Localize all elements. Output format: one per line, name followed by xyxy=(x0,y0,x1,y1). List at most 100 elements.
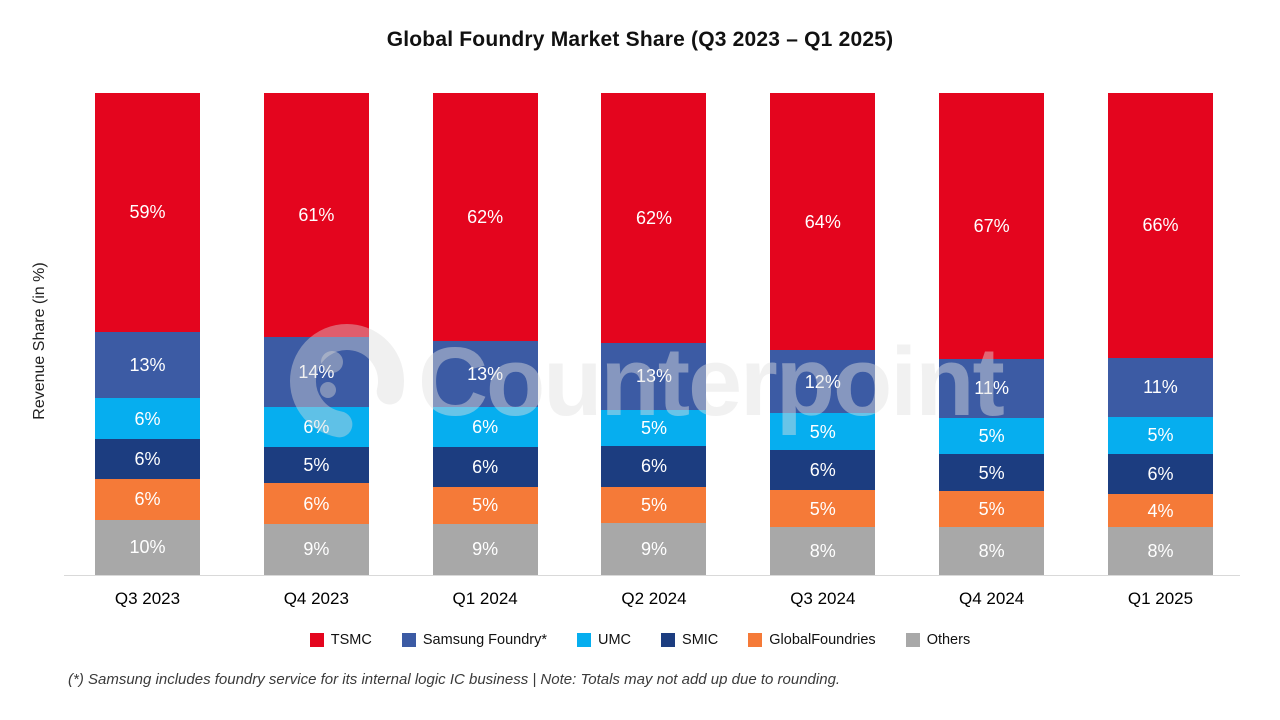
plot-area: 59% 13% 6% 6% 6% 10% Q3 2023 61% 14% 6% 5% 6% 9% Q4 2… xyxy=(95,93,1213,608)
bar-column-q3-2024: 64% 12% 5% 6% 5% 8% Q3 2024 xyxy=(770,93,876,608)
segment-value-label: 12% xyxy=(804,371,841,392)
segment-smic-q4-2023: 5% xyxy=(263,446,369,484)
legend-swatch-smic xyxy=(661,633,676,647)
legend-item-tsmc: TSMC xyxy=(309,632,372,648)
segment-smic-q2-2024: 6% xyxy=(601,446,707,487)
bar-stack-q4-2024: 67% 11% 5% 5% 5% 8% xyxy=(939,93,1045,575)
footnote: (*) Samsung includes foundry service for… xyxy=(68,671,841,688)
legend-swatch-samsung-foundry xyxy=(401,633,416,647)
segment-value-label: 61% xyxy=(298,204,335,225)
segment-umc-q3-2024: 5% xyxy=(770,413,876,450)
legend-label-umc: UMC xyxy=(598,632,632,648)
segment-globalfoundries-q4-2023: 6% xyxy=(263,483,369,524)
segment-value-label: 10% xyxy=(129,537,166,558)
bar-stack-q1-2025: 66% 11% 5% 6% 4% 8% xyxy=(1107,93,1213,575)
legend-swatch-umc xyxy=(577,633,591,647)
segment-value-label: 5% xyxy=(978,426,1005,447)
segment-globalfoundries-q4-2024: 5% xyxy=(939,490,1045,528)
segment-value-label: 9% xyxy=(303,539,330,560)
segment-value-label: 6% xyxy=(809,460,836,481)
segment-others-q3-2023: 10% xyxy=(95,519,200,575)
segment-globalfoundries-q2-2024: 5% xyxy=(601,486,707,524)
segment-tsmc-q3-2023: 59% xyxy=(95,93,200,332)
x-axis-label-q2-2024: Q2 2024 xyxy=(621,589,687,608)
segment-value-label: 6% xyxy=(303,493,330,514)
segment-value-label: 11% xyxy=(974,378,1009,399)
x-axis-label-q1-2025: Q1 2025 xyxy=(1127,589,1194,608)
segment-samsung-foundry-q4-2023: 14% xyxy=(263,336,369,407)
bar-column-q3-2023: 59% 13% 6% 6% 6% 10% Q3 2023 xyxy=(95,93,200,608)
segment-others-q2-2024: 9% xyxy=(601,523,707,575)
legend-item-umc: UMC xyxy=(577,632,631,648)
segment-value-label: 5% xyxy=(809,421,836,442)
bar-column-q4-2023: 61% 14% 6% 5% 6% 9% Q4 2023 xyxy=(263,93,369,608)
segment-others-q1-2025: 8% xyxy=(1107,527,1213,575)
segment-globalfoundries-q3-2024: 5% xyxy=(770,490,876,528)
segment-tsmc-q3-2024: 64% xyxy=(770,93,876,351)
segment-umc-q3-2023: 6% xyxy=(95,398,200,439)
segment-value-label: 6% xyxy=(472,457,499,478)
segment-value-label: 6% xyxy=(472,416,499,437)
segment-value-label: 8% xyxy=(809,541,836,562)
segment-smic-q1-2025: 6% xyxy=(1107,453,1213,495)
segment-value-label: 9% xyxy=(472,539,499,560)
segment-samsung-foundry-q2-2024: 13% xyxy=(601,342,707,410)
x-axis-label-q3-2024: Q3 2024 xyxy=(790,589,856,608)
segment-others-q4-2024: 8% xyxy=(939,527,1045,575)
segment-umc-q2-2024: 5% xyxy=(601,409,707,447)
segment-value-label: 9% xyxy=(640,539,667,560)
legend: TSMC Samsung Foundry* UMC SMIC GlobalFoundri… xyxy=(0,632,1280,648)
bar-stack-q3-2024: 64% 12% 5% 6% 5% 8% xyxy=(770,93,876,575)
segment-samsung-foundry-q3-2024: 12% xyxy=(770,350,876,414)
segment-tsmc-q4-2024: 67% xyxy=(939,93,1045,360)
segment-samsung-foundry-q4-2024: 11% xyxy=(939,359,1045,418)
segment-value-label: 5% xyxy=(640,417,667,438)
segment-value-label: 67% xyxy=(973,216,1010,237)
segment-value-label: 4% xyxy=(1147,500,1174,521)
segment-samsung-foundry-q1-2024: 13% xyxy=(432,340,538,407)
segment-value-label: 59% xyxy=(129,202,166,223)
segment-tsmc-q1-2024: 62% xyxy=(432,93,538,341)
segment-value-label: 5% xyxy=(809,498,836,519)
segment-value-label: 5% xyxy=(978,499,1005,520)
legend-item-others: Others xyxy=(905,632,970,648)
x-axis-line xyxy=(64,575,1240,576)
segment-globalfoundries-q3-2023: 6% xyxy=(95,479,200,520)
legend-label-smic: SMIC xyxy=(682,632,719,648)
segment-value-label: 13% xyxy=(635,366,672,387)
bar-stack-q1-2024: 62% 13% 6% 6% 5% 9% xyxy=(432,93,538,575)
segment-globalfoundries-q1-2025: 4% xyxy=(1107,494,1213,528)
x-axis-label-q3-2023: Q3 2023 xyxy=(114,589,181,608)
legend-item-smic: SMIC xyxy=(661,632,718,648)
x-axis-label-q4-2024: Q4 2024 xyxy=(959,589,1025,608)
legend-swatch-tsmc xyxy=(309,633,324,647)
segment-value-label: 11% xyxy=(1143,377,1178,398)
segment-value-label: 5% xyxy=(640,494,667,515)
segment-umc-q1-2024: 6% xyxy=(432,406,538,447)
segment-others-q3-2024: 8% xyxy=(770,527,876,575)
x-axis-label-q4-2023: Q4 2023 xyxy=(283,589,349,608)
segment-value-label: 5% xyxy=(472,495,499,516)
segment-tsmc-q4-2023: 61% xyxy=(263,93,369,337)
bar-column-q4-2024: 67% 11% 5% 5% 5% 8% Q4 2024 xyxy=(939,93,1045,608)
x-axis-label-q1-2024: Q1 2024 xyxy=(452,589,518,608)
segment-value-label: 66% xyxy=(1142,215,1179,236)
segment-value-label: 6% xyxy=(303,416,330,437)
segment-value-label: 6% xyxy=(134,448,161,469)
segment-others-q1-2024: 9% xyxy=(432,523,538,575)
bar-column-q1-2024: 62% 13% 6% 6% 5% 9% Q1 2024 xyxy=(432,93,538,608)
segment-value-label: 6% xyxy=(134,408,161,429)
legend-swatch-globalfoundries xyxy=(748,633,763,647)
legend-item-globalfoundries: GlobalFoundries xyxy=(748,632,876,648)
segment-samsung-foundry-q1-2025: 11% xyxy=(1107,357,1213,417)
y-axis-label: Revenue Share (in %) xyxy=(31,262,48,420)
segment-umc-q4-2023: 6% xyxy=(263,406,369,447)
segment-umc-q1-2025: 5% xyxy=(1107,416,1213,454)
segment-value-label: 62% xyxy=(635,207,672,228)
segment-smic-q3-2023: 6% xyxy=(95,438,200,480)
legend-label-globalfoundries: GlobalFoundries xyxy=(769,632,876,648)
segment-value-label: 8% xyxy=(1147,541,1174,562)
segment-others-q4-2023: 9% xyxy=(263,523,369,575)
segment-globalfoundries-q1-2024: 5% xyxy=(432,487,538,524)
segment-value-label: 13% xyxy=(467,363,504,384)
